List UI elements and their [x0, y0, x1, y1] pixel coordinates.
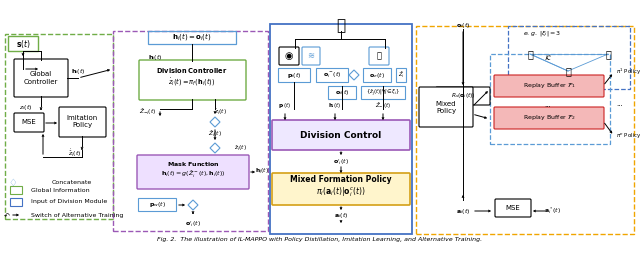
FancyBboxPatch shape: [137, 155, 249, 189]
Text: $\pi^n$ Policy of $\mathcal{F}_2$: $\pi^n$ Policy of $\mathcal{F}_2$: [616, 131, 640, 141]
Bar: [270, 24, 412, 234]
Text: Imitation
Policy: Imitation Policy: [67, 116, 98, 128]
FancyBboxPatch shape: [59, 107, 106, 137]
Bar: [416, 26, 634, 234]
Text: $\mathbf{o}_e(t)$: $\mathbf{o}_e(t)$: [369, 70, 385, 79]
Text: Switch of Alternative Training: Switch of Alternative Training: [31, 213, 124, 217]
Text: $\mathbf{p}_i(t)$: $\mathbf{p}_i(t)$: [278, 101, 292, 110]
Text: $\mathbf{o}_i(t)$: $\mathbf{o}_i(t)$: [335, 88, 349, 97]
Text: $\mathbf{o}_i(t)$: $\mathbf{o}_i(t)$: [456, 21, 470, 30]
Text: Global Information: Global Information: [31, 188, 90, 192]
Text: Mixed
Policy: Mixed Policy: [436, 101, 456, 114]
Text: $\mathbf{h}_i(t)$: $\mathbf{h}_i(t)$: [70, 67, 85, 76]
Text: $\bf{Division\ Controller}$
$\dot{z}_i(t)=\pi_f(\mathbf{h}_i(t))$: $\bf{Division\ Controller}$ $\dot{z}_i(t…: [156, 66, 228, 88]
Text: ≋: ≋: [307, 52, 314, 60]
Bar: [113, 31, 268, 231]
Polygon shape: [210, 143, 220, 153]
Bar: [10, 186, 22, 194]
FancyBboxPatch shape: [369, 47, 389, 65]
Text: Division Control: Division Control: [300, 131, 381, 140]
Bar: [138, 198, 176, 211]
Bar: [148, 31, 236, 44]
Text: ...: ...: [545, 102, 552, 108]
Bar: [490, 54, 610, 144]
FancyBboxPatch shape: [495, 199, 531, 217]
Text: $\mathbf{s}(t)$: $\mathbf{s}(t)$: [15, 37, 31, 50]
Text: MSE: MSE: [506, 205, 520, 211]
FancyBboxPatch shape: [279, 47, 299, 65]
Text: $\mathbf{a}_i(t)$: $\mathbf{a}_i(t)$: [334, 212, 348, 221]
Text: $\mathbf{h}_i(t)$: $\mathbf{h}_i(t)$: [148, 53, 163, 62]
Text: $\curvearrowleft$: $\curvearrowleft$: [1, 212, 10, 218]
Text: MSE: MSE: [22, 119, 36, 125]
Text: $\hat{Z}_i(t)$: $\hat{Z}_i(t)$: [208, 129, 222, 139]
FancyBboxPatch shape: [494, 107, 604, 129]
Text: $\mathbf{a}_i(t)$: $\mathbf{a}_i(t)$: [456, 206, 470, 215]
FancyBboxPatch shape: [14, 59, 68, 97]
Text: $\mathcal{K}$: $\mathcal{K}$: [544, 52, 552, 61]
Text: $\hat{Z}_i$: $\hat{Z}_i$: [397, 70, 404, 80]
Text: $\hat{z}_i(t)$: $\hat{z}_i(t)$: [234, 143, 246, 153]
FancyBboxPatch shape: [302, 47, 320, 65]
Polygon shape: [210, 117, 220, 127]
Text: 🚁: 🚁: [565, 66, 571, 76]
Text: $\mathbf{a}^*_i(t)$: $\mathbf{a}^*_i(t)$: [545, 206, 561, 216]
Text: $\mathbf{h}_i(t)$: $\mathbf{h}_i(t)$: [328, 101, 342, 110]
Text: $\mathbf{o}'_i(t)$: $\mathbf{o}'_i(t)$: [333, 157, 349, 167]
Bar: [508, 26, 630, 89]
Text: $\bf{Mask\ Function}$
$\mathbf{h}_i(t)=g(\hat{Z}^-_i(t),\mathbf{h}_i(t))$: $\bf{Mask\ Function}$ $\mathbf{h}_i(t)=g…: [161, 160, 225, 180]
Bar: [363, 68, 391, 82]
Bar: [361, 86, 405, 99]
Polygon shape: [349, 70, 359, 80]
Text: $\hat{Z}_{-i}(t)$: $\hat{Z}_{-i}(t)$: [140, 107, 157, 117]
FancyBboxPatch shape: [436, 87, 490, 105]
Text: Input of Division Module: Input of Division Module: [31, 199, 108, 205]
Text: 🚁: 🚁: [337, 19, 346, 34]
Text: $e.g.\ |\xi_i|=3$: $e.g.\ |\xi_i|=3$: [523, 28, 561, 37]
FancyBboxPatch shape: [272, 173, 410, 205]
Text: Concatenate: Concatenate: [52, 180, 92, 184]
Text: ◉: ◉: [285, 51, 293, 61]
Polygon shape: [188, 200, 198, 210]
Text: $\{\hat{z}_j(t)|\forall j\!\in\!\xi_i\}$: $\{\hat{z}_j(t)|\forall j\!\in\!\xi_i\}$: [366, 87, 400, 98]
Text: $R_s(\mathbf{o}_i(t))$: $R_s(\mathbf{o}_i(t))$: [451, 92, 476, 101]
Text: Replay Buffer $\mathcal{F}_2$: Replay Buffer $\mathcal{F}_2$: [522, 114, 575, 123]
FancyBboxPatch shape: [419, 87, 473, 127]
Text: 📶: 📶: [376, 52, 381, 60]
Text: $\dot{\hat{z}}_i(t)$: $\dot{\hat{z}}_i(t)$: [68, 147, 82, 159]
Text: $\mathbf{h}_j(t)$: $\mathbf{h}_j(t)$: [255, 167, 269, 177]
Text: $\pi^1$ Policy of $\mathcal{F}_1$: $\pi^1$ Policy of $\mathcal{F}_1$: [616, 67, 640, 77]
FancyBboxPatch shape: [494, 75, 604, 97]
FancyBboxPatch shape: [272, 120, 410, 150]
Text: $\mathbf{p}_w(t)$: $\mathbf{p}_w(t)$: [148, 200, 166, 209]
Bar: [278, 68, 310, 82]
Text: $\mathbf{o}^-_i(t)$: $\mathbf{o}^-_i(t)$: [323, 70, 341, 80]
Text: $\mathbf{p}_i(t)$: $\mathbf{p}_i(t)$: [287, 70, 301, 79]
Text: $\dot{z}_i(t)$: $\dot{z}_i(t)$: [214, 107, 227, 117]
Bar: [10, 198, 22, 206]
Bar: [5, 34, 113, 219]
Text: 🚁: 🚁: [605, 49, 611, 59]
Bar: [316, 68, 348, 82]
Text: Global
Controller: Global Controller: [24, 71, 58, 85]
Text: $\diamondsuit$: $\diamondsuit$: [8, 176, 17, 188]
Text: $z_i(t)$: $z_i(t)$: [19, 103, 33, 112]
Text: ...: ...: [616, 101, 623, 107]
Text: 🚁: 🚁: [527, 49, 533, 59]
Text: $\mathbf{h}_i(t) = \mathbf{o}_i(t)$: $\mathbf{h}_i(t) = \mathbf{o}_i(t)$: [172, 31, 212, 43]
FancyBboxPatch shape: [139, 60, 246, 100]
Text: $\mathbf{o}'_i(t)$: $\mathbf{o}'_i(t)$: [185, 219, 201, 229]
FancyBboxPatch shape: [14, 113, 44, 132]
Text: Fig. 2.  The illustration of IL-MAPPO with Policy Distillation, Imitation Learni: Fig. 2. The illustration of IL-MAPPO wit…: [157, 237, 483, 241]
Text: Mixed Formation Policy
$\pi_i(\mathbf{a}_i(t)|\mathbf{o}^c_i(t))$: Mixed Formation Policy $\pi_i(\mathbf{a}…: [290, 175, 392, 199]
Bar: [328, 86, 356, 99]
Bar: [396, 68, 406, 82]
Bar: [8, 36, 38, 51]
Text: $\hat{Z}_{-i}(t)$: $\hat{Z}_{-i}(t)$: [375, 101, 391, 111]
Text: Replay Buffer $\mathcal{F}_1$: Replay Buffer $\mathcal{F}_1$: [522, 82, 575, 91]
